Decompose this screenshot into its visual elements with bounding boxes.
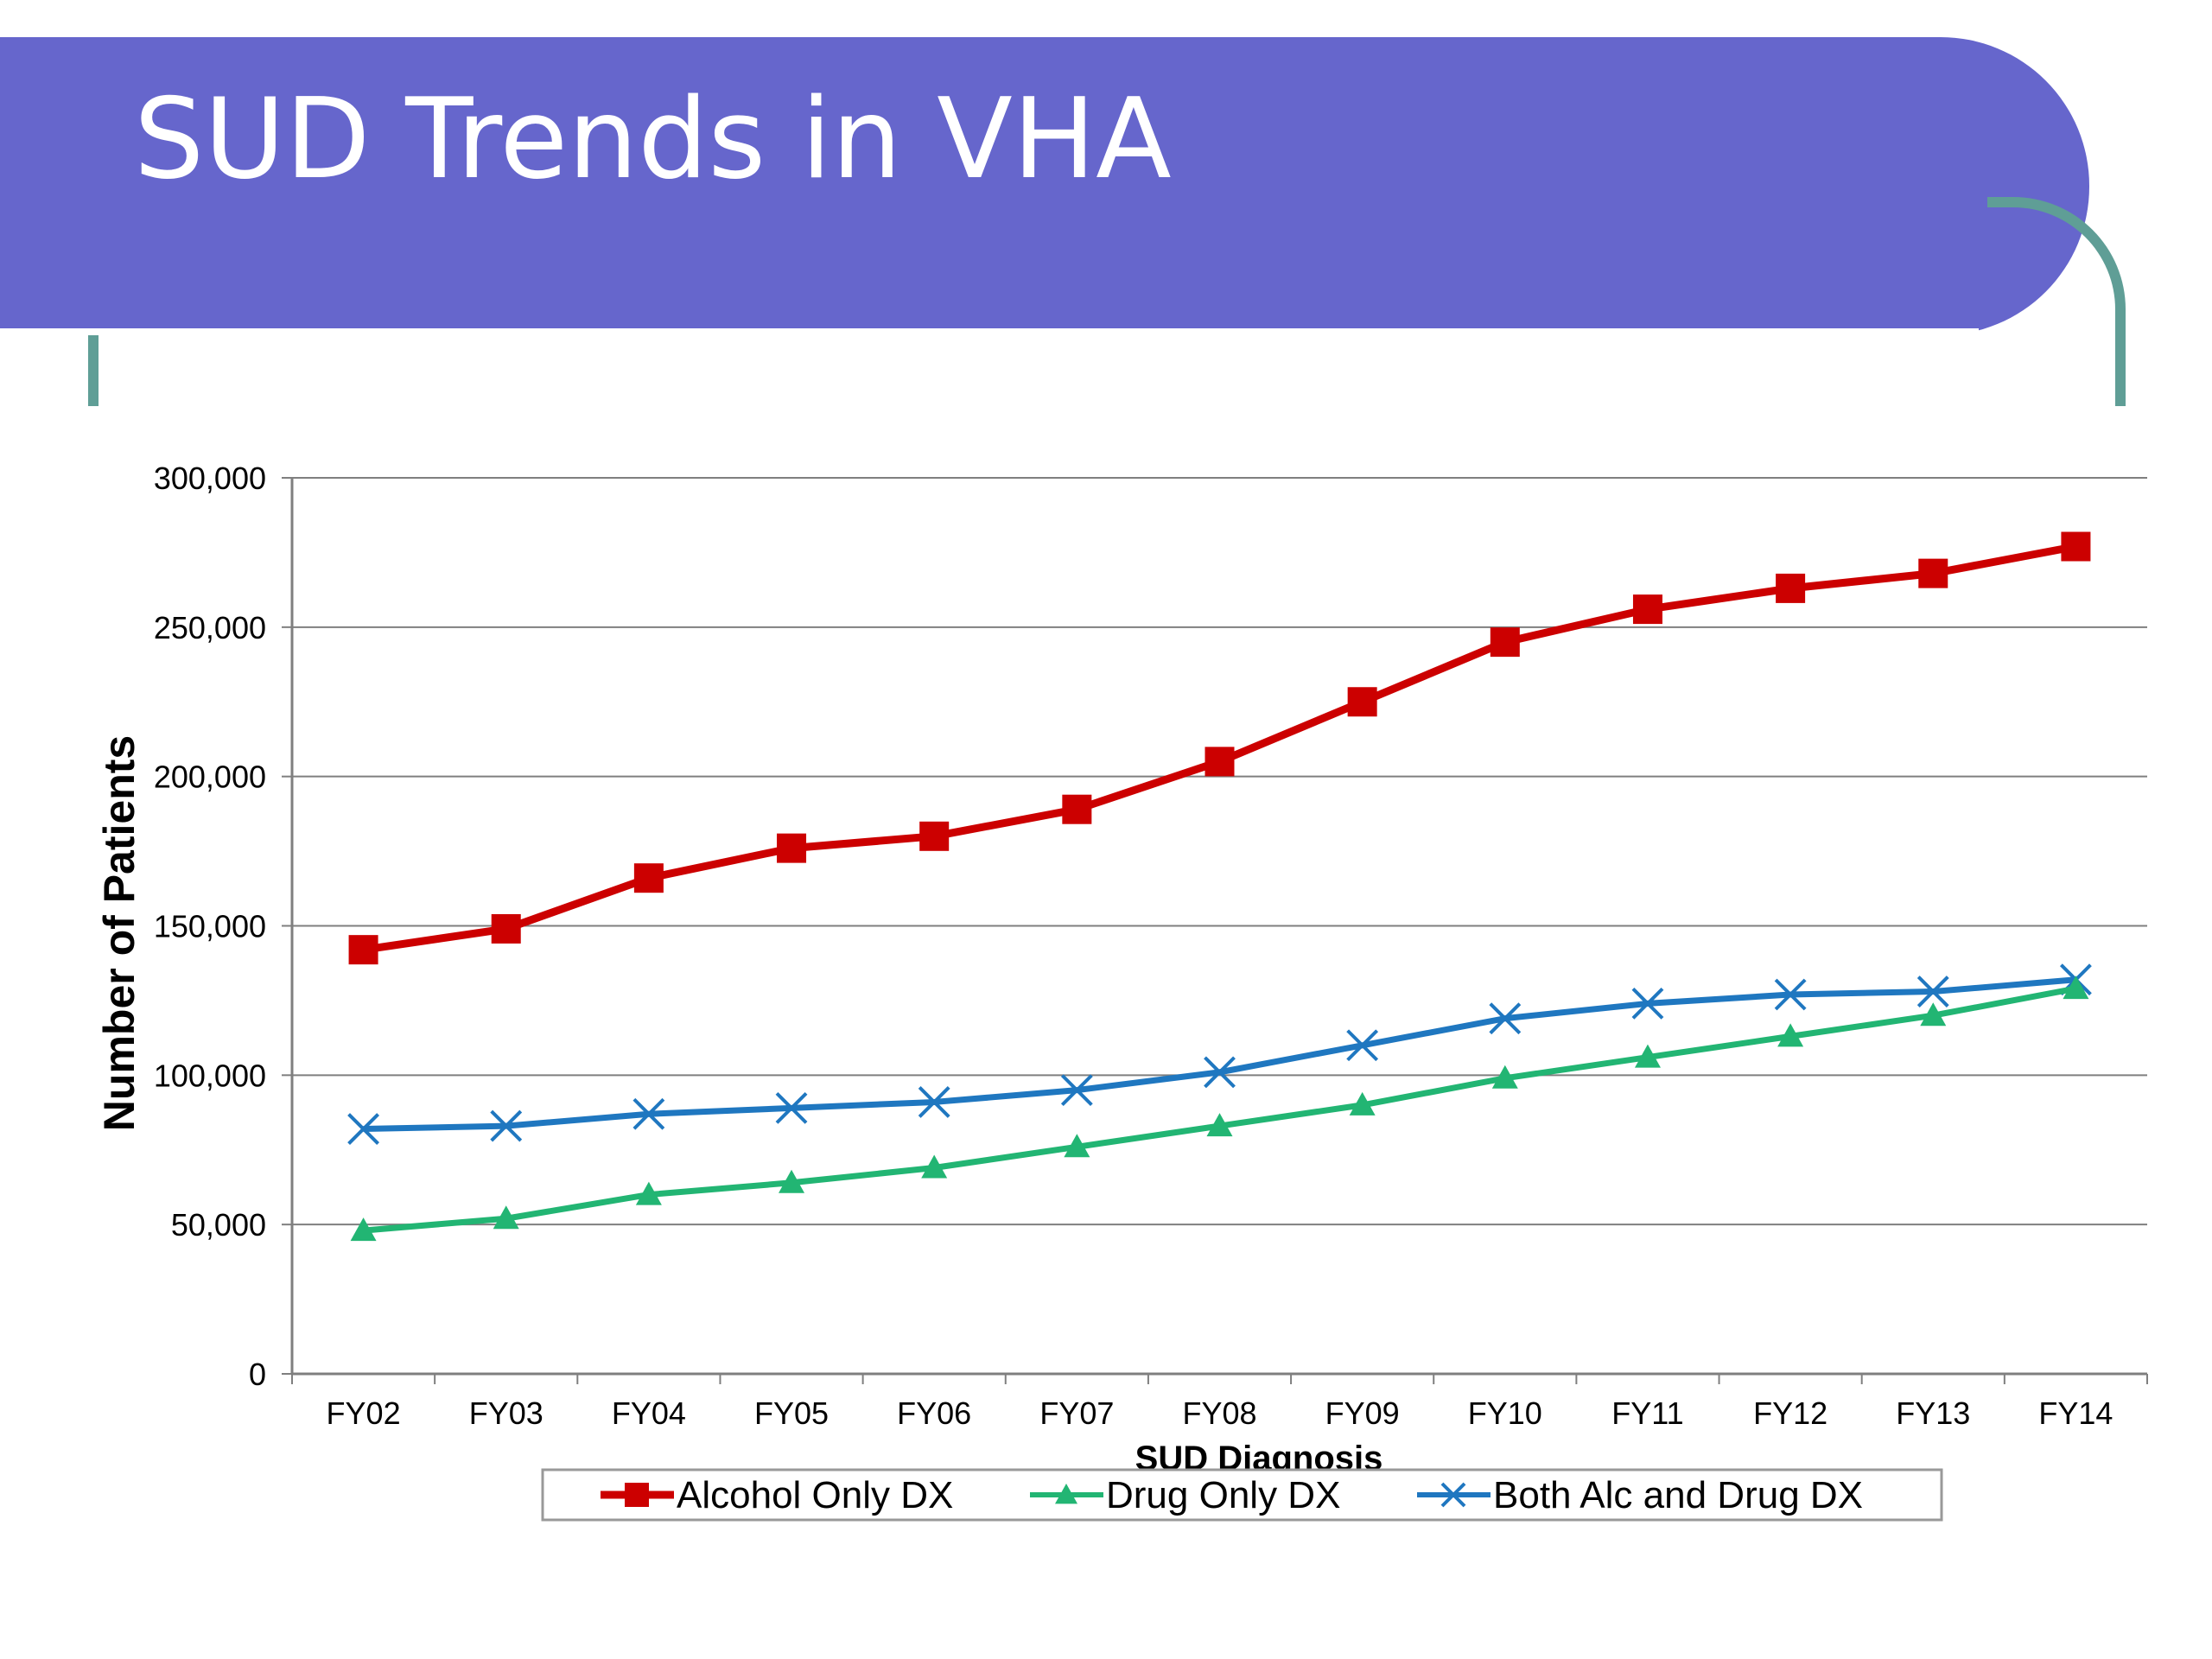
- left-bracket-decoration: [88, 335, 99, 406]
- y-tick-label: 0: [249, 1357, 266, 1392]
- data-point: [1777, 1023, 1804, 1047]
- data-point: [1631, 987, 1664, 1020]
- series-line: [363, 985, 2077, 1234]
- data-point: [493, 1205, 519, 1230]
- legend-entry: Both Alc and Drug DX: [1417, 1474, 1863, 1516]
- series-drug-only-dx: [350, 976, 2089, 1242]
- x-tick-label: FY10: [1468, 1395, 1542, 1431]
- data-point: [1918, 558, 1948, 588]
- y-tick-label: 100,000: [154, 1058, 266, 1093]
- data-point: [2063, 976, 2089, 1000]
- data-point: [1776, 573, 1806, 603]
- x-tick-label: FY06: [897, 1395, 971, 1431]
- slide-title: SUD Trends in VHA: [134, 75, 1172, 204]
- data-point: [919, 821, 950, 851]
- data-point: [633, 863, 664, 893]
- x-tick-label: FY07: [1039, 1395, 1114, 1431]
- x-tick-label: FY11: [1611, 1395, 1683, 1431]
- legend-box: [541, 1468, 1943, 1522]
- data-point: [632, 1097, 665, 1130]
- data-point: [1491, 1065, 1518, 1089]
- x-tick-label: FY14: [2038, 1395, 2113, 1431]
- data-point: [1347, 687, 1377, 717]
- data-point: [1349, 1091, 1376, 1116]
- data-point: [347, 1113, 379, 1145]
- x-tick-label: FY02: [327, 1395, 401, 1431]
- y-tick-label: 50,000: [171, 1207, 266, 1243]
- data-point: [777, 833, 807, 863]
- x-tick-labels: FY02 FY03 FY04 FY05 FY06 FY07 FY08 FY09 FY10 FY11…: [327, 1395, 2113, 1431]
- legend: Alcohol Only DX Drug Only DX Both Alc and …: [541, 1468, 1943, 1522]
- series-layer: [347, 531, 2092, 1242]
- data-point: [1346, 1029, 1379, 1062]
- data-point: [1920, 1002, 1947, 1027]
- data-point: [1062, 794, 1092, 824]
- x-tick-label: FY04: [612, 1395, 686, 1431]
- header-rule: [0, 328, 1979, 338]
- data-point: [348, 935, 378, 965]
- legend-label: Alcohol Only DX: [677, 1474, 953, 1516]
- data-point: [779, 1169, 805, 1193]
- data-point: [1632, 594, 1662, 625]
- data-point: [1489, 1002, 1522, 1035]
- data-point: [2061, 531, 2091, 562]
- series-both-alc-and-drug-dx: [347, 963, 2092, 1145]
- series-alcohol-only-dx: [348, 531, 2091, 965]
- legend-swatch-marker: [1440, 1482, 1466, 1508]
- data-point: [1204, 1056, 1236, 1089]
- x-tick-label: FY05: [754, 1395, 829, 1431]
- y-axis-label: Number of Patients: [95, 735, 143, 1131]
- data-point: [1774, 978, 1807, 1011]
- legend-entry: Drug Only DX: [1030, 1474, 1340, 1516]
- data-point: [918, 1086, 950, 1118]
- x-tick-label: FY08: [1182, 1395, 1256, 1431]
- axes: [290, 478, 2148, 1384]
- data-point: [1634, 1044, 1661, 1068]
- title-banner: [0, 37, 2089, 338]
- legend-swatch-marker: [625, 1483, 649, 1507]
- legend-entry: Alcohol Only DX: [601, 1474, 953, 1516]
- data-point: [1916, 976, 1949, 1007]
- x-tick-label: FY03: [469, 1395, 543, 1431]
- data-point: [1060, 1074, 1093, 1107]
- x-tick-label: FY13: [1896, 1395, 1970, 1431]
- data-point: [775, 1091, 808, 1124]
- data-point: [1206, 1113, 1233, 1137]
- y-tick-labels: 0 50,000 100,000 150,000 200,000 250,000 300,0…: [154, 461, 266, 1392]
- y-tick-label: 150,000: [154, 909, 266, 944]
- series-line: [363, 976, 2076, 1133]
- y-tick-label: 300,000: [154, 461, 266, 496]
- data-point: [490, 1109, 523, 1142]
- x-tick-label: FY12: [1753, 1395, 1827, 1431]
- y-tick-label: 200,000: [154, 760, 266, 795]
- data-point: [350, 1217, 377, 1242]
- data-point: [635, 1181, 662, 1205]
- y-tick-label: 250,000: [154, 610, 266, 645]
- data-point: [921, 1154, 948, 1179]
- gridlines: [282, 477, 2147, 1375]
- legend-label: Drug Only DX: [1106, 1474, 1340, 1516]
- legend-swatch-marker: [1055, 1484, 1077, 1504]
- data-point: [491, 913, 521, 944]
- legend-label: Both Alc and Drug DX: [1493, 1474, 1863, 1516]
- data-point: [1064, 1134, 1090, 1158]
- x-tick-label: FY09: [1325, 1395, 1400, 1431]
- data-point: [1490, 627, 1520, 658]
- data-point: [1205, 747, 1235, 777]
